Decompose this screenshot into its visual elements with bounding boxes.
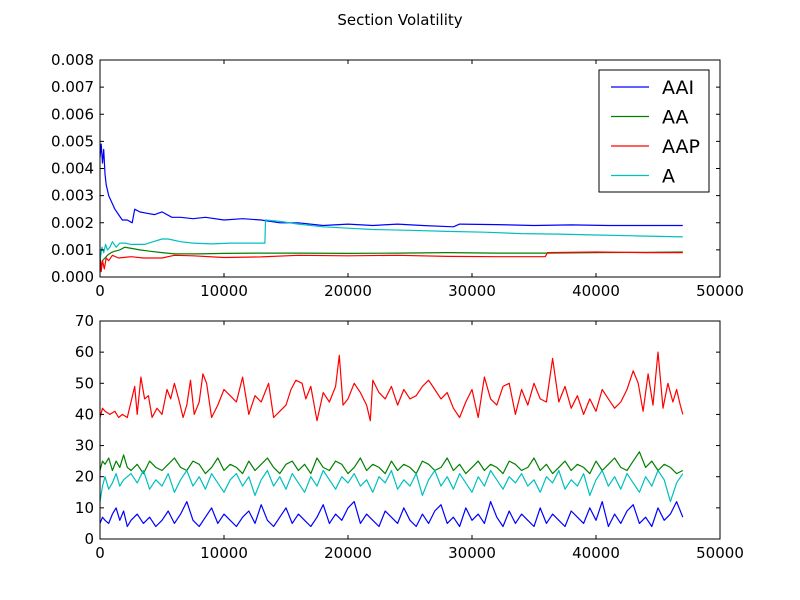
y-tick-label: 0.005 xyxy=(51,132,94,150)
y-tick-label: 40 xyxy=(75,405,94,423)
plot-frame xyxy=(99,320,721,540)
legend-box xyxy=(598,69,710,193)
x-tick-label: 20000 xyxy=(324,544,372,562)
legend-label-aai: AAI xyxy=(662,77,694,99)
y-tick-label: 0 xyxy=(84,530,94,548)
y-tick-label: 0.006 xyxy=(51,105,94,123)
series-line-4 xyxy=(99,501,684,528)
x-tick-label: 0 xyxy=(95,282,105,300)
x-tick-label: 40000 xyxy=(572,544,620,562)
x-tick-label: 50000 xyxy=(696,544,744,562)
legend-label-a: A xyxy=(662,166,675,188)
x-tick-label: 20000 xyxy=(324,282,372,300)
series-line-3 xyxy=(99,469,684,503)
y-tick-label: 0.004 xyxy=(51,160,94,178)
y-tick-label: 0.002 xyxy=(51,214,94,232)
y-tick-label: 70 xyxy=(75,312,94,330)
series-line-aap xyxy=(99,251,683,273)
y-tick-label: 0.008 xyxy=(51,51,94,69)
legend-label-aa: AA xyxy=(662,107,689,129)
legend: AAI AA AAP A xyxy=(598,69,710,193)
x-tick-label: 30000 xyxy=(448,282,496,300)
y-tick-label: 60 xyxy=(75,343,94,361)
series-line-2 xyxy=(99,451,684,475)
legend-label-aap: AAP xyxy=(662,136,700,158)
figure-title: Section Volatility xyxy=(337,11,462,29)
series-line-1 xyxy=(99,351,684,422)
y-tick-label: 0.003 xyxy=(51,187,94,205)
x-tick-label: 30000 xyxy=(448,544,496,562)
y-tick-label: 0.007 xyxy=(51,78,94,96)
y-tick-label: 0.000 xyxy=(51,268,94,286)
x-tick-label: 0 xyxy=(95,544,105,562)
series-line-aai xyxy=(99,143,683,228)
series-line-a xyxy=(99,219,683,261)
x-tick-label: 10000 xyxy=(200,544,248,562)
y-tick-label: 0.001 xyxy=(51,241,94,259)
series-line-aa xyxy=(99,246,683,270)
y-tick-label: 50 xyxy=(75,374,94,392)
x-tick-label: 50000 xyxy=(696,282,744,300)
x-tick-label: 40000 xyxy=(572,282,620,300)
volatility-chart-top: 0 10000 20000 30000 40000 50000 0.000 0.001 0.00… xyxy=(51,51,744,300)
volatility-chart-bottom: 0 10000 20000 30000 40000 50000 0 10 20 30 40 50 60 7… xyxy=(75,312,744,562)
y-tick-label: 20 xyxy=(75,468,94,486)
y-tick-label: 30 xyxy=(75,437,94,455)
x-tick-label: 10000 xyxy=(200,282,248,300)
y-tick-label: 10 xyxy=(75,499,94,517)
